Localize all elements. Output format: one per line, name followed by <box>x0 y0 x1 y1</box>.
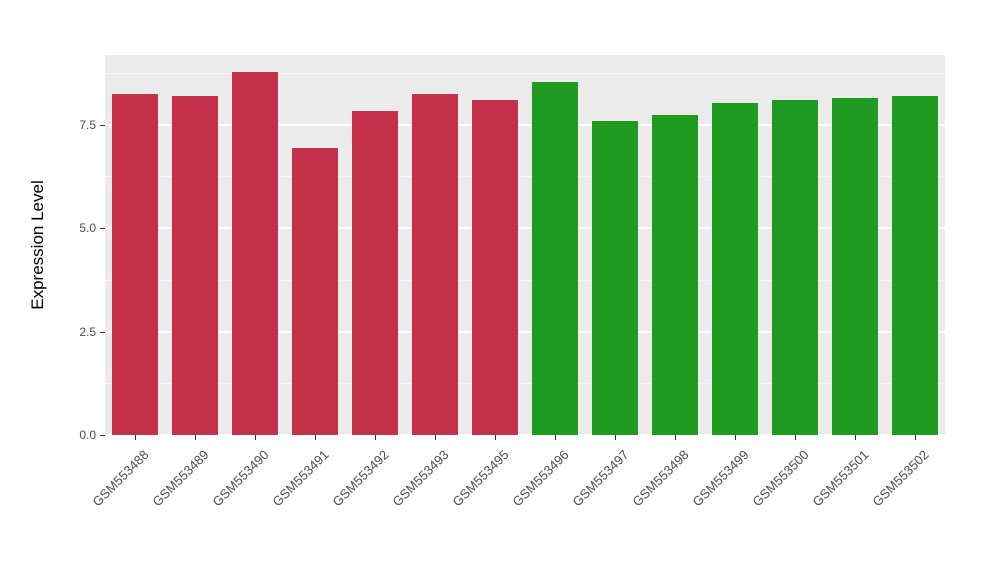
x-tick-mark <box>555 435 556 440</box>
x-tick-label: GSM553491 <box>269 447 332 510</box>
x-tick-label: GSM553496 <box>509 447 572 510</box>
x-tick-mark <box>675 435 676 440</box>
minor-gridline <box>105 73 945 75</box>
y-tick-label: 5.0 <box>79 221 96 236</box>
x-tick-mark <box>375 435 376 440</box>
x-tick-mark <box>135 435 136 440</box>
major-gridline <box>105 124 945 127</box>
major-gridline <box>105 227 945 230</box>
y-axis-title: Expression Level <box>28 180 47 310</box>
y-tick-mark <box>100 125 105 127</box>
bar-GSM553500 <box>771 100 819 435</box>
bar-GSM553499 <box>711 102 759 435</box>
y-tick-label: 7.5 <box>79 118 96 133</box>
x-tick-mark <box>435 435 436 440</box>
minor-gridline <box>105 176 945 178</box>
bar-GSM553490 <box>231 71 279 435</box>
x-tick-label: GSM553488 <box>89 447 152 510</box>
y-tick-mark <box>100 435 105 436</box>
major-gridline <box>105 330 945 333</box>
bar-GSM553501 <box>831 98 879 435</box>
x-tick-label: GSM553489 <box>149 447 212 510</box>
x-tick-mark <box>615 435 616 440</box>
x-tick-mark <box>915 435 916 440</box>
minor-gridline <box>105 279 945 281</box>
x-tick-mark <box>795 435 796 440</box>
major-gridline <box>105 434 945 436</box>
bar-GSM553492 <box>351 110 399 435</box>
bar-GSM553493 <box>411 94 459 435</box>
x-tick-mark <box>855 435 856 440</box>
y-tick-mark <box>100 331 105 333</box>
bar-GSM553489 <box>171 96 219 435</box>
x-tick-label: GSM553497 <box>569 447 632 510</box>
x-tick-label: GSM553493 <box>389 447 452 510</box>
x-tick-label: GSM553495 <box>449 447 512 510</box>
bar-GSM553497 <box>591 121 639 435</box>
bar-GSM553495 <box>471 100 519 435</box>
bar-GSM553498 <box>651 114 699 435</box>
bar-GSM553491 <box>291 147 339 435</box>
x-tick-label: GSM553501 <box>809 447 872 510</box>
x-tick-mark <box>195 435 196 440</box>
x-tick-label: GSM553498 <box>629 447 692 510</box>
x-tick-label: GSM553492 <box>329 447 392 510</box>
plot-panel <box>105 55 945 436</box>
y-tick-label: 0.0 <box>79 428 96 442</box>
x-tick-mark <box>735 435 736 440</box>
x-tick-label: GSM553500 <box>749 447 812 510</box>
bar-GSM553502 <box>891 96 939 435</box>
x-tick-label: GSM553490 <box>209 447 272 510</box>
x-tick-mark <box>315 435 316 440</box>
x-tick-mark <box>495 435 496 440</box>
bar-GSM553488 <box>111 94 159 435</box>
bar-GSM553496 <box>531 81 579 435</box>
minor-gridline <box>105 382 945 384</box>
y-tick-mark <box>100 228 105 230</box>
x-tick-label: GSM553499 <box>689 447 752 510</box>
y-tick-label: 2.5 <box>79 324 96 339</box>
x-tick-label: GSM553502 <box>869 447 932 510</box>
x-tick-mark <box>255 435 256 440</box>
